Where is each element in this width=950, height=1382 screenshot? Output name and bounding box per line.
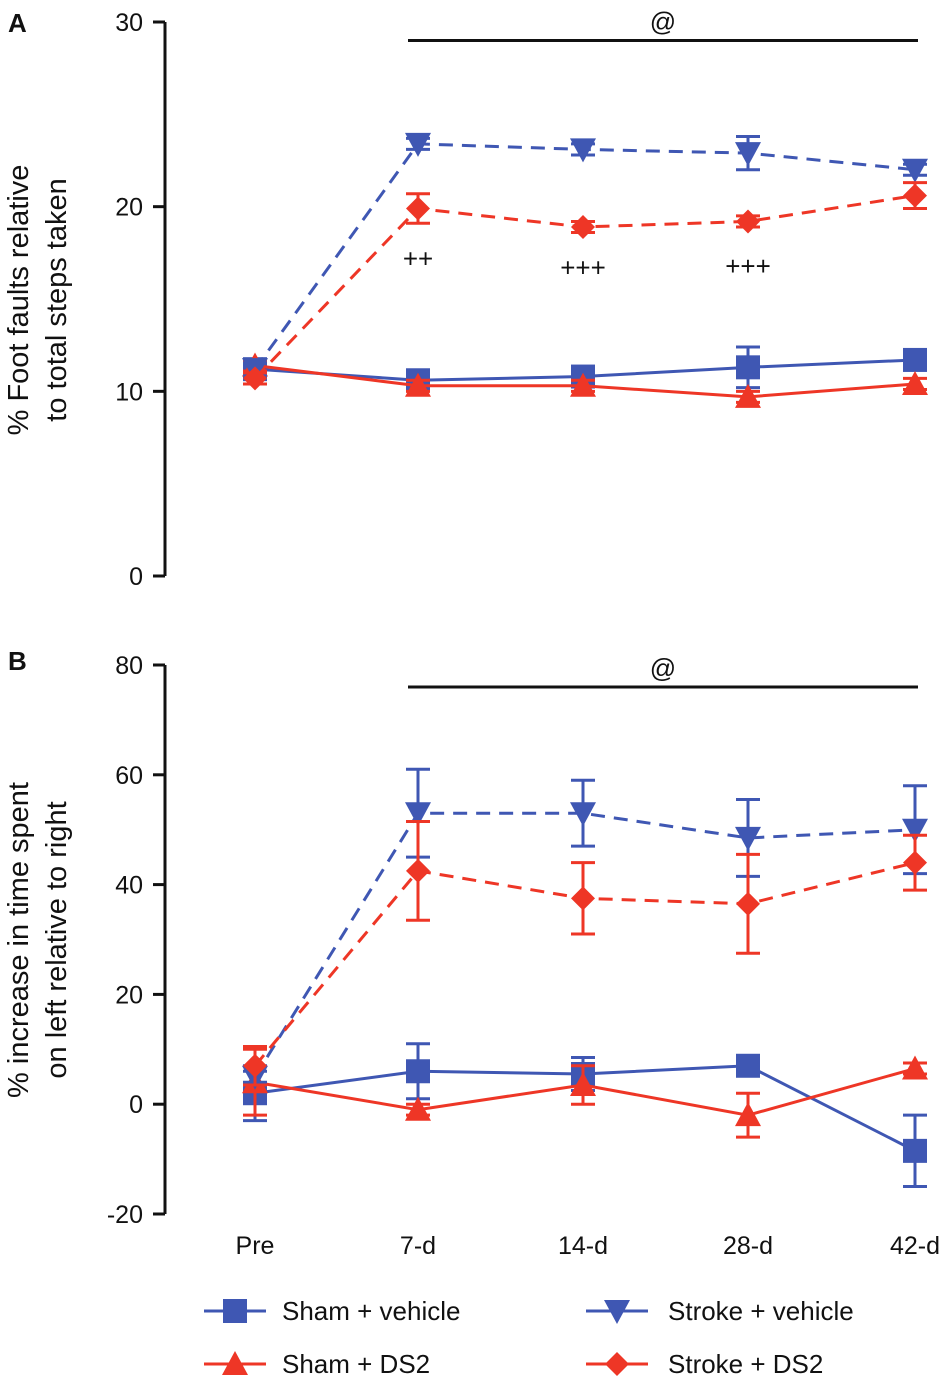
panel-b-series [242,767,928,1189]
legend-marker [223,1299,247,1323]
panel-b-y-tick-label: 20 [115,981,143,1009]
panel-b-stroke-vehicle-point [405,802,431,827]
panel-a-sham-ds2-point [902,370,928,395]
panel-b-sham-vehicle-point [406,1059,430,1084]
panel-a-annotation: ++ [403,243,433,273]
panel-a-sham-ds2-point [735,383,761,408]
panel-a-sham-ds2-point [570,372,596,397]
panel-b-stroke-ds2-point [406,858,430,883]
panel-a-stroke-ds2-point [903,183,927,208]
legend-label-stroke-vehicle: Stroke + vehicle [668,1296,854,1326]
panel-a-stroke-ds2-point [243,366,267,391]
panel-b-letter: B [8,646,27,676]
panel-a: A % Foot faults relative to total steps … [3,6,928,591]
x-tick-label: 42-d [890,1232,940,1260]
legend-symbol-stroke-vehicle [586,1300,648,1324]
panel-b-y-tick-label: 60 [115,762,143,790]
panel-a-y-tick-label: 30 [115,9,143,37]
panel-b-y-tick-label: 40 [115,872,143,900]
panel-a-significance-label: @ [650,6,676,36]
panel-b-stroke-ds2-point [903,850,927,875]
panel-a-stroke-vehicle-point [405,132,431,157]
panel-b-significance: @ [408,653,918,689]
panel-a-y-tick-label: 20 [115,194,143,222]
panel-b-axes: -20 0 20 40 60 80 [107,652,167,1229]
panel-a-sham-ds2-point [405,372,431,397]
legend-label-sham-ds2: Sham + DS2 [282,1349,430,1379]
panel-a-stroke-vehicle-point [570,138,596,163]
panel-b-sham-ds2-point [902,1055,928,1080]
panel-b-y-tick-label: -20 [107,1201,143,1229]
x-tick-label: 7-d [400,1232,436,1260]
panel-a-stroke-ds2-point [571,214,595,239]
panel-a-stroke-ds2-point [736,209,760,234]
panel-b: B % increase in time spent on left relat… [3,646,940,1260]
panel-a-sham-vehicle-point [903,347,927,372]
panel-b-stroke-vehicle-point [570,802,596,827]
panel-a-axes: 0 10 20 30 [115,9,167,591]
panel-b-stroke-ds2-point [736,891,760,916]
legend-marker [222,1351,248,1375]
panel-b-sham-ds2-point [570,1071,596,1096]
panel-b-stroke-vehicle-point [735,826,761,851]
panel-a-y-tick-label: 10 [115,378,143,406]
legend-item-sham-vehicle: Sham + vehicle [204,1296,460,1326]
panel-a-annotations: ++ +++ +++ [403,243,771,282]
panel-b-sham-ds2-point [405,1096,431,1121]
legend-item-sham-ds2: Sham + DS2 [204,1349,430,1379]
panel-a-significance: @ [408,6,918,42]
legend-label-sham-vehicle: Sham + vehicle [282,1296,460,1326]
legend-item-stroke-vehicle: Stroke + vehicle [586,1296,854,1326]
x-tick-label: 28-d [723,1232,773,1260]
legend: Sham + vehicle Sham + DS2 Stroke + vehic… [204,1296,854,1379]
x-tick-label: Pre [236,1232,275,1260]
panel-a-letter: A [8,8,27,38]
panel-a-stroke-vehicle-point [735,142,761,167]
panel-b-y-tick-label: 0 [129,1091,143,1119]
panel-a-sham-vehicle-point [736,355,760,380]
panel-a-annotation: +++ [725,251,771,281]
x-tick-labels: Pre 7-d 14-d 28-d 42-d [236,1232,940,1260]
panel-b-stroke-ds2-point [243,1053,267,1078]
legend-symbol-stroke-ds2 [586,1352,648,1376]
legend-marker [604,1300,630,1324]
panel-a-stroke-vehicle-point [902,158,928,183]
panel-a-ylabel-line2: to total steps taken [41,178,73,421]
panel-a-y-tick-label: 0 [129,563,143,591]
panel-a-ylabel-line1: % Foot faults relative [3,165,35,436]
panel-b-y-tick-label: 80 [115,652,143,680]
legend-symbol-sham-ds2 [204,1351,266,1375]
panel-b-stroke-ds2-point [571,886,595,911]
x-tick-label: 14-d [558,1232,608,1260]
panel-b-ylabel-line2: on left relative to right [41,801,73,1078]
panel-b-sham-vehicle-point [736,1053,760,1078]
legend-marker [605,1352,629,1376]
panel-a-annotation: +++ [560,253,606,283]
panel-b-sham-vehicle-point [903,1138,927,1163]
panel-b-stroke-vehicle-line [253,811,916,1078]
legend-label-stroke-ds2: Stroke + DS2 [668,1349,823,1379]
panel-a-series [242,132,928,408]
panel-b-sham-ds2-point [735,1102,761,1127]
legend-item-stroke-ds2: Stroke + DS2 [586,1349,823,1379]
panel-a-stroke-ds2-point [406,196,430,221]
legend-symbol-sham-vehicle [204,1299,266,1323]
panel-b-ylabel-line1: % increase in time spent [3,782,35,1098]
panel-b-stroke-vehicle-point [902,818,928,843]
panel-b-significance-label: @ [650,653,676,683]
